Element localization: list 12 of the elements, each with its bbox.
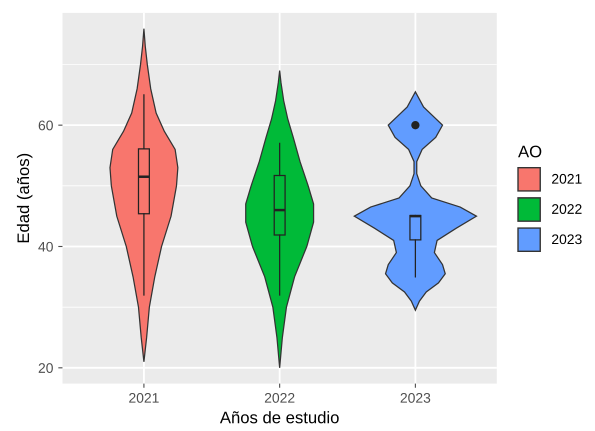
- x-axis-title: Años de estudio: [220, 411, 339, 424]
- legend-label: 2023: [552, 234, 582, 244]
- y-axis-title: Edad (años): [16, 154, 32, 242]
- legend-title: AO: [518, 146, 542, 158]
- legend-label: 2021: [552, 174, 582, 184]
- y-tick-label: 60: [38, 120, 53, 130]
- x-tick-label: 2021: [129, 392, 159, 403]
- x-tick-label: 2022: [264, 392, 294, 403]
- x-tick-label: 2023: [400, 392, 430, 403]
- y-tick-label: 20: [38, 363, 53, 373]
- y-tick-label: 40: [38, 242, 53, 252]
- legend-label: 2022: [552, 204, 582, 214]
